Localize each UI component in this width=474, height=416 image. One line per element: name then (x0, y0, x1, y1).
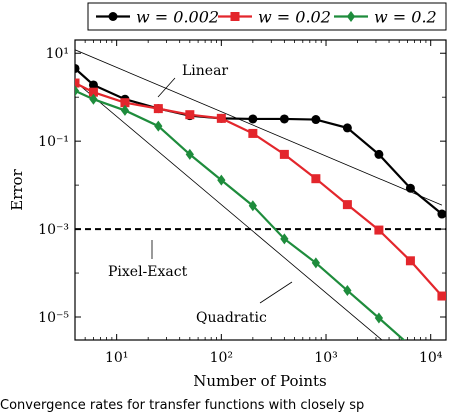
y-tick-label: 10⁻³ (38, 222, 69, 238)
x-tick-label: 10³ (314, 350, 337, 366)
data-point-w002 (437, 291, 446, 301)
y-tick-label: 10¹ (46, 46, 69, 62)
data-point-w002 (342, 200, 352, 210)
y-axis-title: Error (8, 168, 26, 210)
data-point-w0002 (279, 114, 289, 124)
x-tick-label: 10⁴ (419, 350, 443, 366)
data-point-w02 (311, 257, 321, 269)
data-point-w02 (185, 148, 194, 160)
reference-lines (75, 49, 446, 340)
data-point-w002 (153, 104, 163, 114)
data-point-w02 (374, 312, 384, 324)
quadratic-reference-line (75, 80, 383, 340)
legend-label-w0002: w = 0.002 (136, 8, 219, 27)
data-series (75, 63, 446, 351)
data-point-w02 (217, 174, 226, 186)
series-line-w0002 (75, 67, 443, 215)
x-tick-label: 10¹ (105, 350, 128, 366)
data-point-w02 (120, 104, 130, 116)
data-point-w0002 (75, 63, 80, 73)
x-axis-title: Number of Points (193, 372, 326, 390)
plot-frame (74, 39, 447, 341)
data-point-w002 (311, 174, 321, 184)
data-point-w02 (343, 285, 352, 297)
data-point-w0002 (88, 80, 98, 90)
linear-leader-line (157, 77, 176, 98)
data-point-w0002 (405, 183, 415, 193)
data-point-w002 (75, 78, 80, 88)
legend-marker-w002 (230, 12, 240, 21)
data-point-w002 (88, 87, 98, 97)
series-line-w02 (75, 89, 406, 340)
data-point-w002 (248, 128, 258, 138)
legend-marker-w0002 (108, 12, 118, 21)
data-point-w02 (280, 233, 289, 245)
legend-box (87, 2, 447, 31)
data-point-w02 (75, 85, 80, 97)
y-tick-label: 10⁻¹ (38, 134, 69, 150)
data-point-w02 (406, 340, 414, 351)
legend-marker-w02 (346, 11, 356, 22)
quadratic-leader-line (259, 281, 293, 304)
data-point-w02 (154, 120, 163, 132)
legend: w = 0.002 w = 0.02 w = 0.2 (87, 2, 447, 31)
legend-label-w002: w = 0.02 (258, 8, 331, 27)
data-point-w0002 (342, 123, 352, 133)
axis-ticks: 10¹ 10² 10³ 10⁴ 10⁻⁵ 10⁻³ 10⁻¹ 10¹ (38, 40, 446, 366)
convergence-chart: 10¹ 10² 10³ 10⁴ 10⁻⁵ 10⁻³ 10⁻¹ 10¹ Linear Pixel… (8, 2, 447, 390)
data-point-w0002 (248, 114, 258, 124)
x-tick-label: 10² (210, 350, 233, 366)
data-point-w0002 (311, 115, 321, 125)
data-point-w02 (248, 200, 257, 212)
linear-label: Linear (182, 63, 228, 79)
data-point-w002 (216, 113, 226, 123)
pixel-exact-label: Pixel-Exact (108, 264, 188, 280)
data-point-w02 (89, 93, 98, 105)
y-tick-label: 10⁻⁵ (38, 310, 69, 326)
data-point-w002 (374, 225, 384, 235)
data-point-w002 (279, 149, 289, 159)
data-point-w0002 (374, 149, 384, 159)
data-point-w002 (120, 98, 130, 108)
data-point-w0002 (437, 209, 446, 219)
data-point-w002 (405, 256, 415, 266)
quadratic-label: Quadratic (196, 310, 267, 326)
legend-label-w02: w = 0.2 (374, 8, 437, 27)
figure-caption: Convergence rates for transfer functions… (0, 398, 365, 413)
linear-reference-line (75, 49, 443, 206)
data-point-w002 (185, 110, 195, 120)
